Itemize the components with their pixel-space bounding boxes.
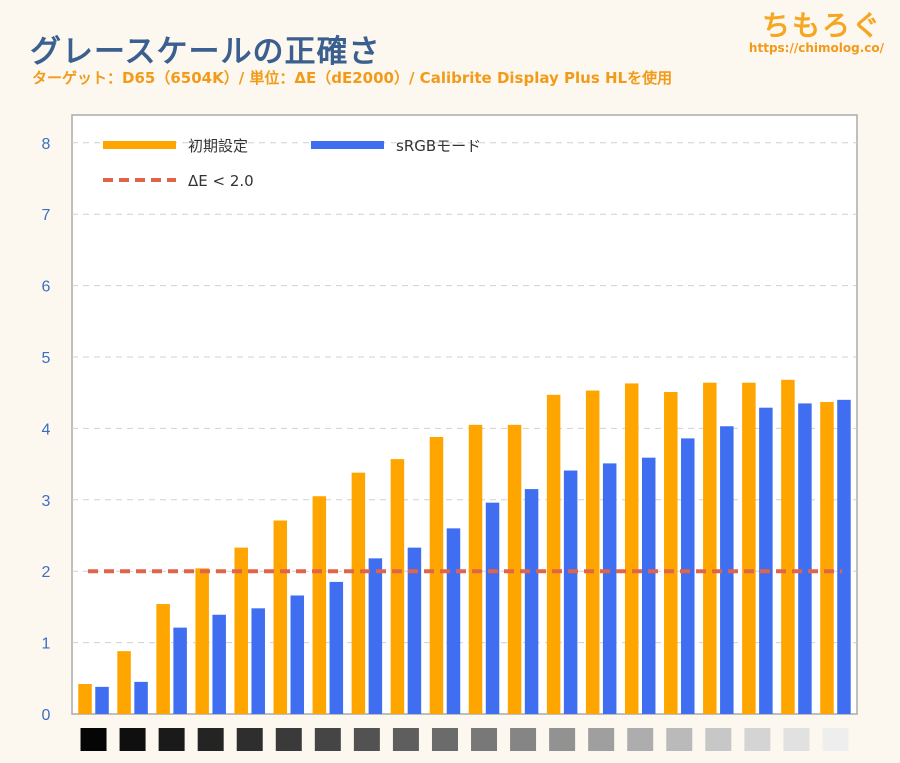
y-tick-label: 5 [42, 350, 51, 367]
bar-series-2 [368, 558, 383, 714]
legend-swatch-series-2 [311, 141, 384, 149]
bar-series-2 [485, 502, 500, 714]
bar-series-1 [585, 390, 600, 714]
grayscale-swatch [197, 728, 224, 751]
bar-series-1 [234, 547, 248, 714]
grayscale-swatch [471, 728, 498, 751]
bar-series-2 [563, 470, 578, 714]
bar-series-1 [781, 379, 795, 714]
y-tick-label: 2 [42, 564, 51, 581]
grayscale-swatch [510, 728, 537, 751]
bar-series-1 [507, 424, 522, 714]
grayscale-swatch [275, 728, 302, 751]
grayscale-swatch [705, 728, 732, 751]
bar-series-1 [703, 382, 717, 714]
grayscale-swatch [627, 728, 654, 751]
bar-series-2 [134, 681, 148, 714]
bar-series-1 [624, 383, 639, 714]
grayscale-swatch [783, 728, 810, 751]
bar-series-1 [742, 382, 756, 714]
y-tick-label: 0 [42, 707, 51, 724]
bar-series-1 [195, 568, 209, 714]
bar-series-2 [212, 614, 226, 714]
bar-series-1 [820, 401, 834, 714]
y-tick-label: 4 [42, 421, 51, 438]
grayscale-swatch [744, 728, 771, 751]
y-tick-label: 7 [42, 207, 51, 224]
bar-series-1 [312, 496, 327, 714]
chart-title: グレースケールの正確さ [30, 34, 381, 70]
y-tick-label: 3 [42, 493, 51, 510]
chart-subtitle: ターゲット：D65（6504K）/ 単位：ΔE（dE2000）/ Calibri… [32, 69, 673, 87]
bar-series-1 [390, 459, 405, 714]
legend-swatch-series-1 [103, 141, 176, 149]
legend-label-threshold: ΔE < 2.0 [188, 172, 254, 190]
bar-series-2 [251, 608, 265, 714]
bar-series-2 [720, 426, 734, 714]
grayscale-swatch [588, 728, 615, 751]
grayscale-swatch [236, 728, 263, 751]
grayscale-swatch [353, 728, 380, 751]
bar-series-2 [798, 403, 812, 714]
y-tick-label: 6 [42, 279, 51, 296]
bar-series-1 [156, 604, 170, 714]
legend-label-series-2: sRGBモード [396, 137, 481, 155]
bar-series-2 [837, 399, 851, 714]
grayscale-swatch [822, 728, 849, 751]
bar-series-1 [117, 651, 131, 714]
grayscale-swatch [314, 728, 341, 751]
bar-series-2 [602, 463, 617, 714]
grayscale-swatch [392, 728, 419, 751]
bar-series-1 [429, 436, 444, 714]
bar-series-2 [173, 627, 187, 714]
bar-series-2 [329, 581, 344, 714]
y-tick-label: 8 [42, 136, 51, 153]
bar-series-1 [546, 394, 561, 714]
grayscale-swatch [666, 728, 693, 751]
bar-series-2 [95, 686, 109, 714]
bar-series-1 [664, 391, 678, 714]
bar-series-2 [681, 438, 695, 714]
brand-logo: ちもろぐ [761, 9, 882, 42]
bar-series-2 [641, 457, 656, 714]
bar-series-2 [759, 407, 773, 714]
bar-series-2 [524, 489, 539, 714]
grayscale-swatch [431, 728, 458, 751]
bar-series-2 [290, 595, 305, 714]
grayscale-swatch [80, 728, 107, 751]
grayscale-swatch [119, 728, 146, 751]
legend-label-series-1: 初期設定 [188, 137, 248, 155]
y-tick-label: 1 [42, 636, 51, 653]
bar-series-2 [407, 547, 422, 714]
brand-url: https://chimolog.co/ [748, 41, 884, 55]
bar-series-1 [273, 520, 288, 714]
grayscale-swatch [158, 728, 185, 751]
bar-series-2 [446, 528, 461, 714]
bar-series-1 [78, 684, 92, 714]
grayscale-swatch [549, 728, 576, 751]
bar-series-1 [351, 472, 366, 714]
plot-area [71, 114, 858, 715]
